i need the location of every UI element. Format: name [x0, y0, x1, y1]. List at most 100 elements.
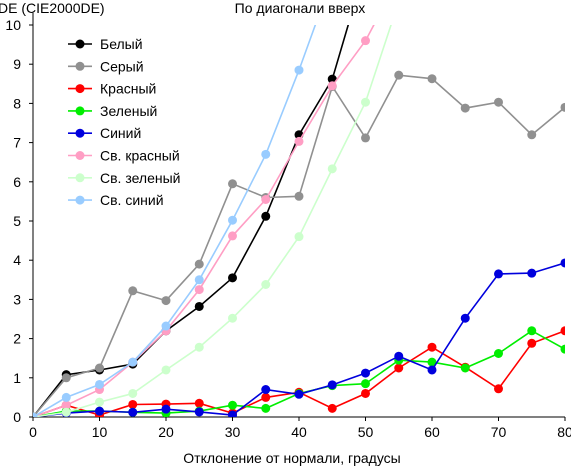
legend-item: Красный	[68, 81, 156, 97]
data-point	[327, 380, 337, 390]
data-point	[494, 348, 503, 358]
data-point	[460, 313, 470, 323]
legend-swatch-marker	[75, 106, 85, 116]
data-point	[95, 397, 104, 407]
data-point	[95, 379, 104, 389]
data-point	[560, 326, 565, 336]
data-point	[128, 357, 138, 367]
data-point	[128, 399, 138, 409]
chart-title: По диагонали вверх	[235, 0, 366, 16]
data-point	[61, 373, 71, 383]
data-point	[294, 232, 304, 242]
data-point	[494, 384, 503, 394]
y-axis-label: DE (CIE2000DE)	[0, 0, 105, 16]
legend-swatch-marker	[75, 39, 85, 49]
x-tick-label: 0	[29, 424, 37, 440]
data-point	[194, 301, 204, 311]
data-point	[494, 269, 503, 279]
legend-item: Св. красный	[68, 148, 180, 164]
data-point	[427, 342, 437, 352]
data-point	[560, 344, 565, 354]
data-point	[394, 363, 404, 373]
data-point	[460, 363, 470, 373]
series	[33, 326, 565, 417]
data-point	[194, 342, 204, 352]
series-line	[33, 329, 565, 417]
legend-label: Св. зеленый	[100, 170, 180, 186]
data-point	[327, 81, 337, 91]
data-point	[261, 194, 271, 204]
x-axis-label: Отклонение от нормали, градусы	[183, 450, 400, 466]
data-point	[294, 65, 304, 75]
data-point	[427, 357, 437, 367]
x-tick-label: 20	[158, 424, 174, 440]
legend-swatch-marker	[75, 128, 85, 138]
data-point	[327, 403, 337, 413]
x-tick-label: 30	[225, 424, 241, 440]
axes: 0 10 20 30 40 50 60 70 80 0 1 2 3 4 5 6 7 8 9 10	[5, 13, 571, 440]
data-point	[128, 388, 138, 398]
x-tick-label: 70	[491, 424, 507, 440]
series-line	[33, 330, 565, 417]
data-point	[361, 97, 370, 107]
legend-label: Синий	[100, 125, 141, 141]
data-point	[361, 379, 370, 389]
data-point	[61, 392, 71, 402]
legend-label: Св. красный	[100, 148, 180, 164]
legend: Белый Серый Красный Зеленый Синий Св. красный…	[68, 36, 180, 208]
legend-label: Белый	[100, 36, 143, 52]
x-tick-label: 60	[424, 424, 440, 440]
data-point	[427, 74, 437, 84]
series-layer	[33, 0, 565, 417]
data-point	[261, 211, 271, 221]
data-point	[394, 351, 404, 361]
data-point	[228, 231, 237, 241]
data-point	[128, 286, 138, 296]
data-point	[161, 296, 171, 306]
data-point	[228, 179, 237, 189]
x-tick-label: 50	[358, 424, 374, 440]
data-point	[194, 259, 204, 269]
data-point	[95, 363, 104, 373]
data-point	[228, 400, 237, 410]
data-point	[228, 273, 237, 283]
y-tick-label: 4	[13, 252, 21, 268]
data-point	[294, 191, 304, 201]
data-point	[261, 392, 271, 402]
data-point	[361, 36, 370, 46]
data-point	[228, 313, 237, 323]
y-tick-label: 1	[13, 370, 21, 386]
data-point	[61, 407, 71, 417]
legend-label: Св. синий	[100, 192, 164, 208]
data-point	[33, 412, 38, 417]
legend-item: Зеленый	[68, 103, 157, 119]
data-point	[161, 321, 171, 331]
series	[33, 0, 403, 417]
y-tick-label: 2	[13, 331, 21, 347]
legend-swatch-marker	[75, 195, 85, 205]
data-point	[327, 164, 337, 174]
y-tick-label: 0	[13, 409, 21, 425]
data-point	[194, 398, 204, 408]
data-point	[128, 407, 138, 417]
data-point	[161, 404, 171, 414]
data-point	[228, 410, 237, 417]
series-line	[33, 25, 350, 417]
data-point	[394, 0, 403, 6]
series-line	[33, 25, 375, 417]
x-tick-label: 40	[291, 424, 307, 440]
data-point	[95, 406, 104, 416]
series-line	[33, 25, 317, 417]
data-point	[194, 407, 204, 417]
legend-swatch-marker	[75, 151, 85, 160]
data-point	[194, 275, 204, 285]
series	[33, 258, 565, 417]
data-point	[494, 97, 503, 107]
data-point	[560, 102, 565, 112]
data-point	[527, 326, 537, 336]
y-tick-label: 6	[13, 174, 21, 190]
legend-swatch-marker	[75, 61, 85, 71]
series	[33, 326, 565, 417]
x-tick-label: 80	[557, 424, 571, 440]
